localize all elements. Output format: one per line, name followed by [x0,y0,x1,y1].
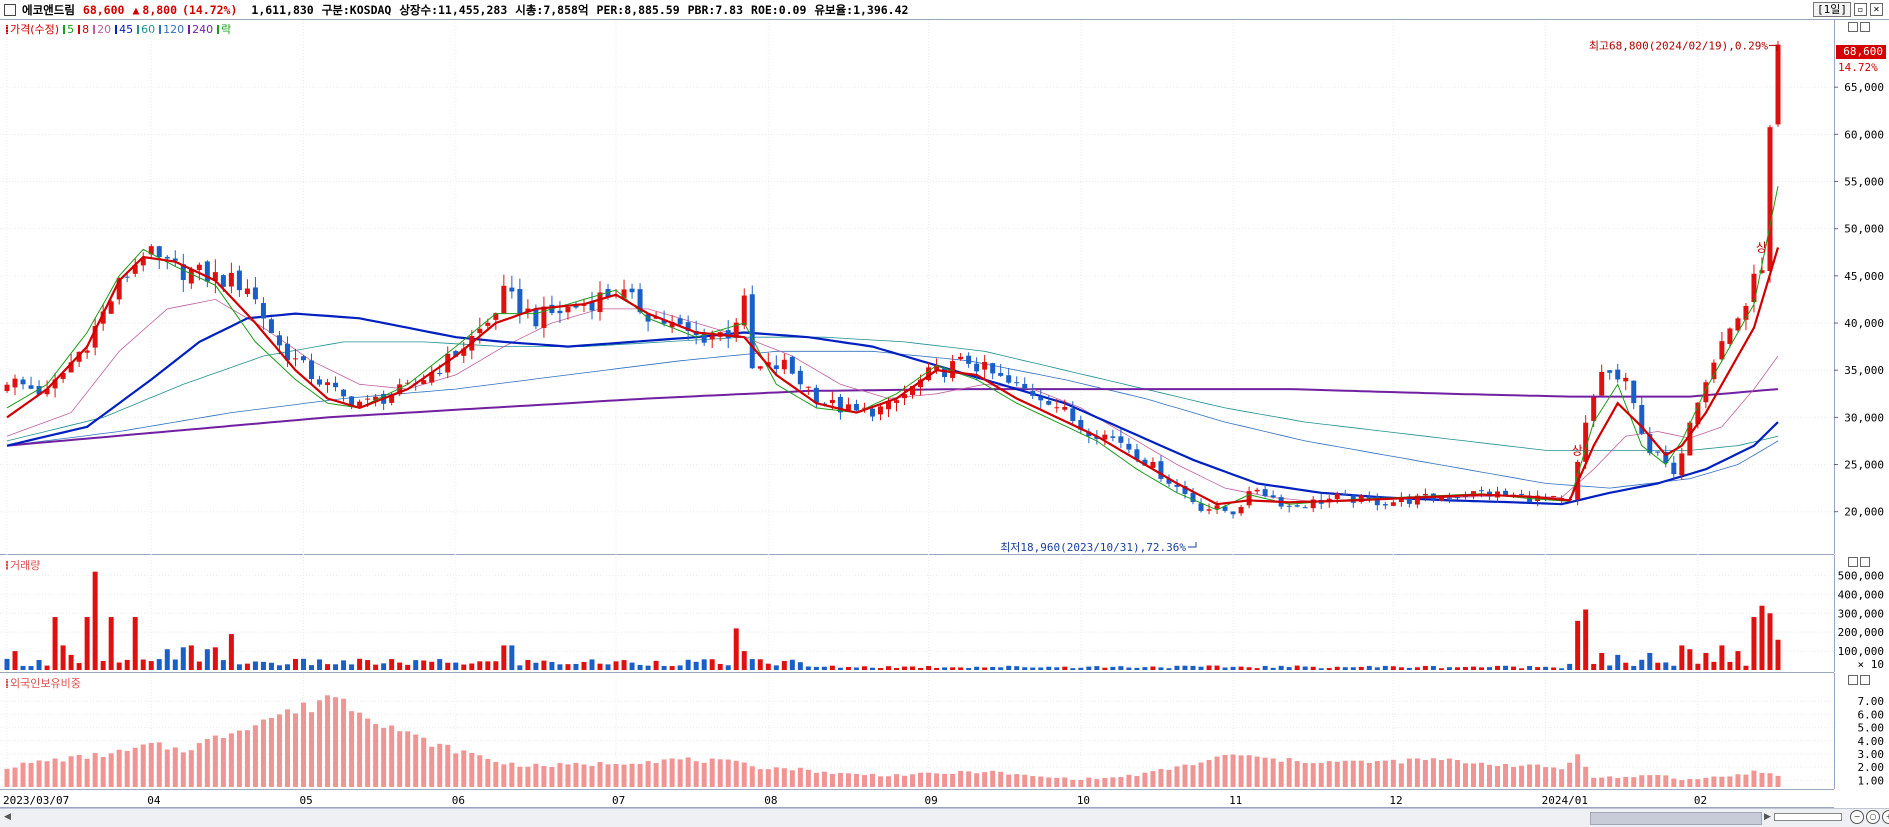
scroll-left-icon[interactable]: ◀ [4,812,11,822]
price-change: 8,800 [142,2,178,17]
zoom-in-icon[interactable]: + [1882,810,1889,824]
zoom-reset-icon[interactable]: ○ [1866,810,1880,824]
listed-shares: 상장수:11,455,283 [399,2,508,17]
legend-item: 120 [159,23,184,36]
market-cap: 시총:7,858억 [515,2,589,17]
volume-axis [1834,555,1889,672]
volume-close-icon[interactable] [1860,557,1870,567]
close-icon[interactable]: ✕ [1870,3,1883,16]
price-axis [1834,20,1889,554]
panel-checkbox[interactable] [4,3,16,16]
current-price: 68,600 [82,2,125,17]
price-close-icon[interactable] [1860,22,1870,32]
per-value: PER:8,885.59 [596,2,680,17]
price-legend: 가격(수정) 5 8 20 45 60 120 240 락 [6,21,235,37]
volume-label: 거래량 [6,557,40,573]
volume-pane [0,555,1834,673]
scroll-thumb[interactable] [1590,812,1762,825]
legend-item: 가격(수정) [6,23,59,36]
price-restore-icon[interactable] [1848,22,1858,32]
foreign-pane [0,673,1834,790]
price-change-pct: (14.72%) [182,2,238,17]
foreign-close-icon[interactable] [1860,675,1870,685]
scroll-right-icon[interactable]: ▶ [1764,812,1771,822]
market-type: 구분:KOSDAQ [321,2,392,17]
legend-item: 5 [63,23,74,36]
current-pct-label: 14.72% [1838,61,1878,74]
volume-value: 1,611,830 [251,2,314,17]
date-axis [0,790,1834,808]
legend-item: 60 [137,23,155,36]
foreign-restore-icon[interactable] [1848,675,1858,685]
horizontal-scrollbar[interactable]: ◀ ▶ − ○ + [0,808,1889,827]
legend-item: 8 [78,23,89,36]
window-controls: [1일] ▫ ✕ [1813,2,1883,17]
legend-item: 20 [93,23,111,36]
pbr-value: PBR:7.83 [687,2,744,17]
change-arrow-icon: ▲ [132,2,140,17]
volume-restore-icon[interactable] [1848,557,1858,567]
zoom-slider[interactable] [1774,813,1842,821]
current-price-tag: 68,600 [1836,45,1886,59]
zoom-out-icon[interactable]: − [1850,810,1864,824]
zoom-controls: − ○ + [1774,810,1889,824]
roe-value: ROE:0.09 [751,2,807,17]
reserve-ratio: 유보율:1,396.42 [814,2,909,17]
period-selector[interactable]: [1일] [1813,2,1851,17]
foreign-label: 외국인보유비중 [6,675,81,691]
legend-item: 45 [115,23,133,36]
legend-item: 락 [217,23,231,36]
price-pane [0,20,1834,555]
stock-name: 에코앤드림 [22,2,75,17]
foreign-axis [1834,673,1889,789]
title-bar: 에코앤드림 68,600 ▲ 8,800 (14.72%) 1,611,830 … [0,0,1889,20]
restore-icon[interactable]: ▫ [1854,3,1867,16]
legend-item: 240 [188,23,213,36]
